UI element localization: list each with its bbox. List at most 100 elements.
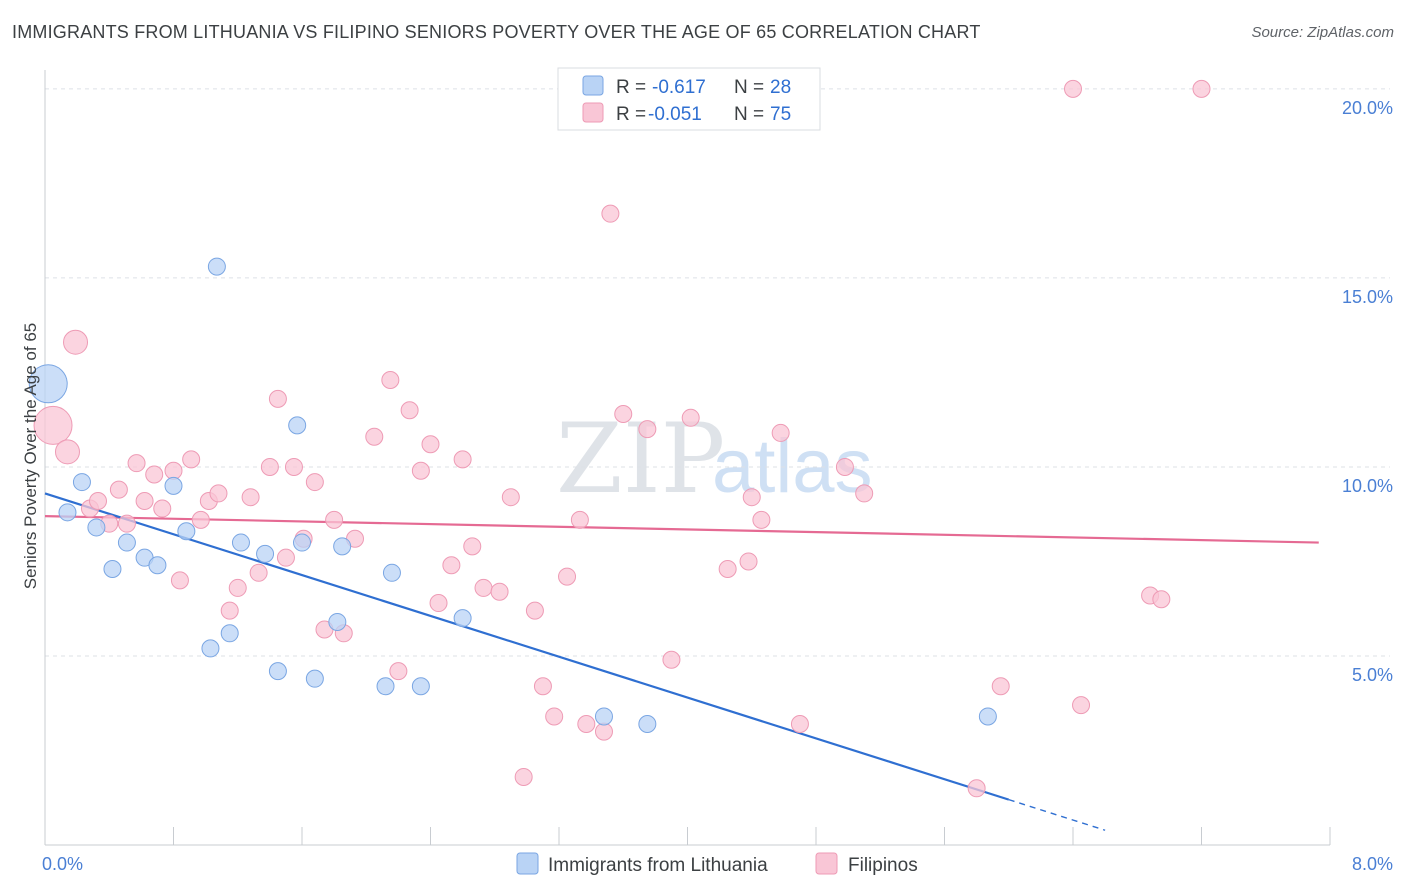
point-filipinos — [1152, 590, 1171, 609]
x-tick-label: 8.0% — [1352, 854, 1393, 874]
point-lithuania — [978, 707, 997, 726]
point-lithuania — [411, 677, 430, 696]
point-filipinos — [170, 571, 189, 590]
point-filipinos — [400, 401, 419, 420]
point-filipinos — [260, 457, 279, 476]
point-lithuania — [231, 533, 250, 552]
point-lithuania — [58, 503, 77, 522]
point-filipinos — [89, 491, 108, 510]
point-filipinos — [594, 722, 613, 741]
point-filipinos — [514, 767, 533, 786]
point-filipinos — [145, 465, 164, 484]
bottom-legend: Immigrants from Lithuania Filipinos — [516, 852, 918, 876]
point-filipinos — [135, 491, 154, 510]
point-filipinos — [325, 510, 344, 529]
point-filipinos — [742, 488, 761, 507]
point-filipinos — [284, 457, 303, 476]
point-lithuania — [268, 662, 287, 681]
y-tick-label: 10.0% — [1342, 476, 1393, 496]
x-tick-label: 0.0% — [42, 854, 83, 874]
point-lithuania — [117, 533, 136, 552]
point-lithuania — [638, 715, 657, 734]
watermark-zip: ZIP — [556, 403, 725, 515]
point-lithuania — [333, 537, 352, 556]
point-filipinos — [463, 537, 482, 556]
bottom-legend-swatch-filipinos — [815, 852, 838, 875]
point-filipinos — [474, 578, 493, 597]
point-filipinos — [1192, 79, 1211, 98]
point-filipinos — [718, 560, 737, 579]
point-filipinos — [429, 594, 448, 613]
point-filipinos — [577, 715, 596, 734]
point-lithuania — [376, 677, 395, 696]
legend-r-label-2: R = — [616, 104, 646, 125]
point-filipinos — [182, 450, 201, 469]
point-filipinos — [967, 779, 986, 798]
point-lithuania — [305, 669, 324, 688]
point-filipinos — [771, 423, 790, 442]
point-filipinos — [381, 371, 400, 389]
point-filipinos — [33, 405, 73, 445]
point-filipinos — [305, 473, 324, 492]
point-filipinos — [276, 548, 295, 567]
point-lithuania — [201, 639, 220, 658]
point-filipinos — [191, 510, 210, 529]
legend-n-value-2: 75 — [770, 104, 791, 125]
point-filipinos — [525, 601, 544, 620]
point-filipinos — [545, 707, 564, 726]
point-filipinos — [662, 650, 681, 669]
point-filipinos — [421, 435, 440, 454]
data-points — [28, 79, 1211, 798]
trend-line-lithuania — [44, 492, 1010, 801]
point-filipinos — [453, 450, 472, 469]
point-filipinos — [739, 552, 758, 571]
axes — [44, 70, 1331, 846]
bottom-legend-swatch-lithuania — [516, 852, 539, 875]
source-label: Source: ZipAtlas.com — [1251, 24, 1394, 41]
point-lithuania — [382, 563, 401, 582]
point-lithuania — [103, 560, 122, 579]
point-lithuania — [293, 533, 311, 552]
point-filipinos — [570, 510, 589, 529]
point-lithuania — [148, 556, 167, 575]
point-lithuania — [72, 473, 91, 492]
point-filipinos — [153, 499, 172, 518]
point-lithuania — [220, 624, 239, 643]
point-filipinos — [601, 204, 620, 223]
y-tick-label: 15.0% — [1342, 287, 1393, 307]
point-filipinos — [1072, 696, 1091, 715]
point-lithuania — [87, 518, 106, 537]
trend-lines — [44, 492, 1319, 831]
point-filipinos — [127, 454, 146, 473]
stats-legend: R = -0.617 N = 28 R = -0.051 N = 75 — [557, 67, 821, 131]
point-filipinos — [63, 329, 89, 355]
legend-r-value-2: -0.051 — [648, 104, 702, 125]
point-lithuania — [164, 476, 183, 495]
gridlines — [45, 88, 1390, 657]
point-filipinos — [638, 420, 657, 439]
bottom-legend-filipinos: Filipinos — [848, 855, 918, 876]
point-filipinos — [241, 488, 260, 507]
legend-n-value-1: 28 — [770, 77, 791, 98]
point-filipinos — [228, 578, 247, 597]
point-filipinos — [855, 484, 874, 503]
point-filipinos — [533, 677, 552, 696]
point-filipinos — [365, 427, 384, 446]
point-lithuania — [594, 707, 613, 726]
legend-swatch-lithuania — [582, 75, 604, 96]
point-lithuania — [328, 612, 347, 631]
y-tick-label: 20.0% — [1342, 98, 1393, 118]
point-filipinos — [249, 563, 268, 582]
point-filipinos — [268, 389, 287, 408]
point-filipinos — [614, 405, 633, 424]
point-filipinos — [790, 715, 809, 734]
trend-line-filipinos — [44, 514, 1319, 544]
tick-labels: 5.0% 10.0% 15.0% 20.0% 0.0% 8.0% — [42, 98, 1393, 874]
point-filipinos — [389, 662, 408, 681]
point-lithuania — [28, 364, 68, 404]
point-lithuania — [453, 609, 472, 628]
point-lithuania — [256, 544, 275, 563]
point-filipinos — [109, 480, 128, 499]
legend-r-value-1: -0.617 — [652, 77, 706, 98]
